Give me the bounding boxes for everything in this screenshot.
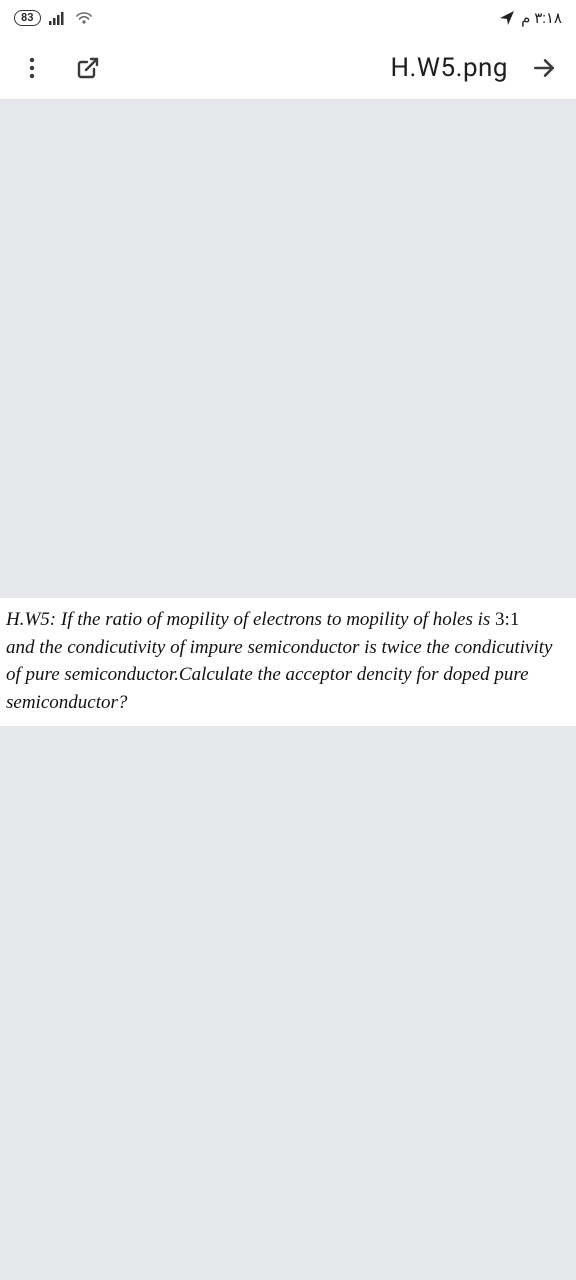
status-time: ٣:١٨ م (521, 9, 562, 27)
line2: and the condicutivity of impure semicond… (6, 637, 552, 658)
status-bar-right: ٣:١٨ م (499, 9, 562, 27)
app-bar-right: H.W5.png (391, 53, 559, 83)
back-arrow-icon[interactable] (530, 54, 558, 82)
more-options-icon[interactable] (18, 54, 46, 82)
document-content-strip: H.W5: If the ratio of mopility of electr… (0, 598, 576, 726)
location-send-icon (499, 10, 515, 26)
page-title: H.W5.png (391, 53, 509, 83)
line4: semiconductor? (6, 692, 127, 713)
app-bar: H.W5.png (0, 36, 576, 100)
document-text: H.W5: If the ratio of mopility of electr… (6, 606, 570, 716)
status-bar-left: 83 (14, 10, 93, 26)
cellular-signal-icon (49, 11, 67, 25)
open-external-icon[interactable] (74, 54, 102, 82)
ratio-value: 3:1 (495, 609, 519, 630)
image-viewer[interactable]: H.W5: If the ratio of mopility of electr… (0, 100, 576, 1280)
line3: of pure semiconductor.Calculate the acce… (6, 664, 529, 685)
app-bar-left (18, 54, 102, 82)
line1-before: If the ratio of mopility of electrons to… (56, 609, 495, 630)
status-bar: 83 ٣:١٨ م (0, 0, 576, 36)
battery-indicator: 83 (14, 10, 41, 26)
hw-label: H.W5: (6, 609, 56, 630)
wifi-icon (75, 11, 93, 25)
